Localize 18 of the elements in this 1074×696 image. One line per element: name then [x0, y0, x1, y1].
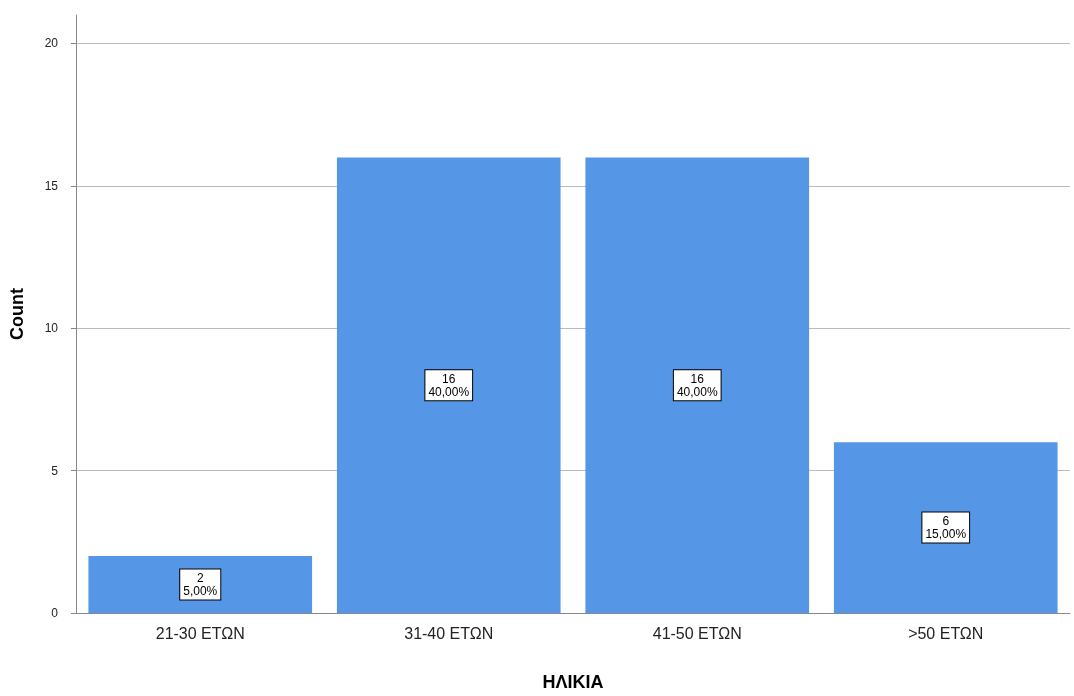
- x-axis-title: ΗΛΙΚΙΑ: [542, 672, 604, 692]
- data-label: 2 5,00%: [183, 571, 218, 599]
- y-axis-title: Count: [7, 288, 27, 340]
- x-tick-label: 21-30 ΕΤΩΝ: [155, 624, 245, 642]
- x-tick-label: >50 ΕΤΩΝ: [908, 624, 984, 642]
- x-tick-label: 31-40 ΕΤΩΝ: [404, 624, 494, 642]
- y-tick-label: 15: [44, 178, 59, 193]
- y-tick-label: 0: [51, 606, 59, 620]
- bar: [336, 157, 561, 613]
- bar: [833, 442, 1058, 613]
- data-label: 16 40,00%: [676, 371, 718, 399]
- y-tick-label: 10: [44, 321, 59, 336]
- x-tick-label: 41-50 ΕΤΩΝ: [652, 624, 742, 642]
- bar: [585, 157, 810, 613]
- data-label: 16 40,00%: [428, 371, 470, 399]
- y-tick-label: 20: [44, 36, 59, 51]
- data-label: 6 15,00%: [925, 514, 967, 542]
- y-tick-label: 5: [51, 463, 59, 478]
